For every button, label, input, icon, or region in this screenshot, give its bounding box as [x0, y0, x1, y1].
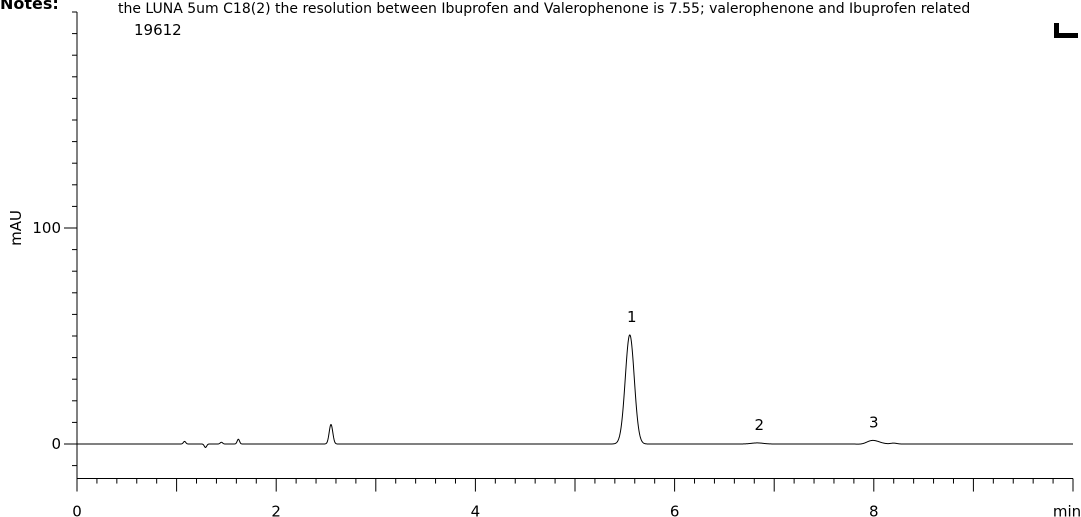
notes-label: Notes: [0, 0, 59, 13]
chart-labels: 0 100 mAU 0 2 4 6 8 min [7, 210, 1081, 517]
peak-label: 1 [627, 308, 637, 326]
peak-label: 3 [869, 413, 879, 431]
x-tick-label: 8 [869, 503, 879, 517]
y-tick-label: 0 [51, 435, 61, 453]
corner-bracket-icon [1054, 23, 1078, 38]
peak-label: 2 [754, 416, 764, 434]
peak-labels: 1 2 3 [627, 308, 879, 434]
x-tick-label: 4 [471, 503, 481, 517]
y-tick-label: 100 [32, 219, 61, 237]
x-tick-label: 2 [271, 503, 281, 517]
x-tick-label: 0 [72, 503, 82, 517]
y-axis-label: mAU [7, 210, 25, 246]
x-axis-unit-label: min [1053, 503, 1081, 517]
sample-id: 19612 [134, 21, 182, 39]
chromatogram-trace [77, 334, 1073, 448]
notes-text: the LUNA 5um C18(2) the resolution betwe… [118, 1, 971, 17]
chart-axes [64, 11, 1074, 492]
x-tick-label: 6 [670, 503, 680, 517]
